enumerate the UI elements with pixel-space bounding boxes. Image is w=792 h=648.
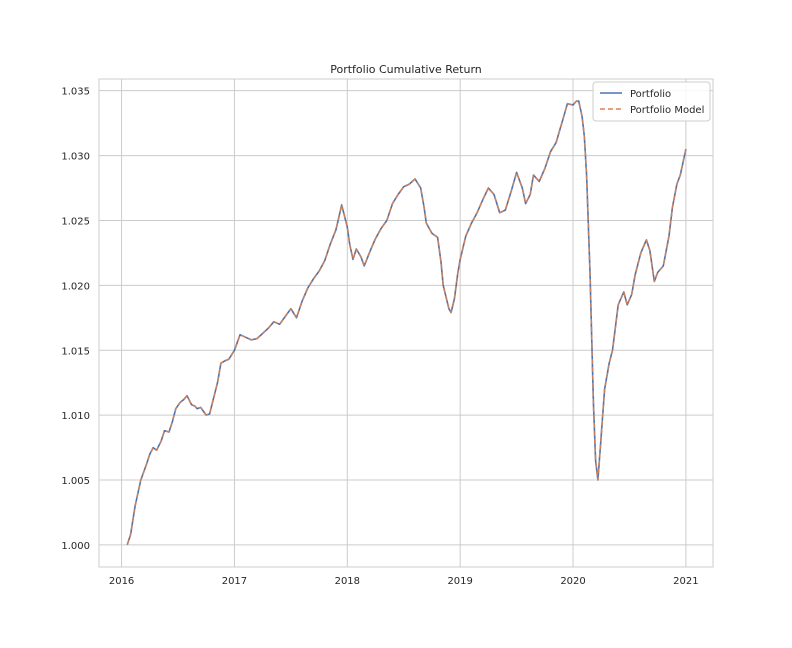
y-tick-label: 1.005: [61, 476, 90, 487]
y-tick-label: 1.015: [61, 346, 90, 357]
x-tick-label: 2020: [560, 576, 585, 587]
grid: [99, 79, 713, 567]
plot-frame: [98, 78, 714, 568]
legend-label-portfolio: Portfolio: [630, 89, 671, 100]
y-tick-label: 1.025: [61, 216, 90, 227]
legend-box: [592, 81, 711, 122]
y-tick-label: 1.000: [61, 541, 90, 552]
plot-area: [99, 79, 713, 567]
series-lines: [126, 100, 687, 546]
x-tick-label: 2017: [222, 576, 247, 587]
x-tick-label: 2021: [673, 576, 698, 587]
x-tick-labels: 2016 2017 2018 2019 2020 2021: [109, 576, 699, 587]
y-tick-label: 1.020: [61, 281, 90, 292]
series-line-portfolio-model: [126, 100, 687, 546]
x-tick-label: 2019: [447, 576, 472, 587]
y-tick-label: 1.035: [61, 87, 90, 98]
x-tick-label: 2018: [335, 576, 360, 587]
y-tick-label: 1.010: [61, 411, 90, 422]
y-tick-labels: 1.000 1.005 1.010 1.015 1.020 1.025 1.030 1.035: [61, 87, 90, 552]
x-tick-label: 2016: [109, 576, 134, 587]
legend-label-portfolio-model: Portfolio Model: [630, 105, 704, 116]
legend: Portfolio Portfolio Model: [592, 81, 711, 122]
chart-title: Portfolio Cumulative Return: [330, 63, 482, 76]
y-tick-label: 1.030: [61, 152, 90, 163]
